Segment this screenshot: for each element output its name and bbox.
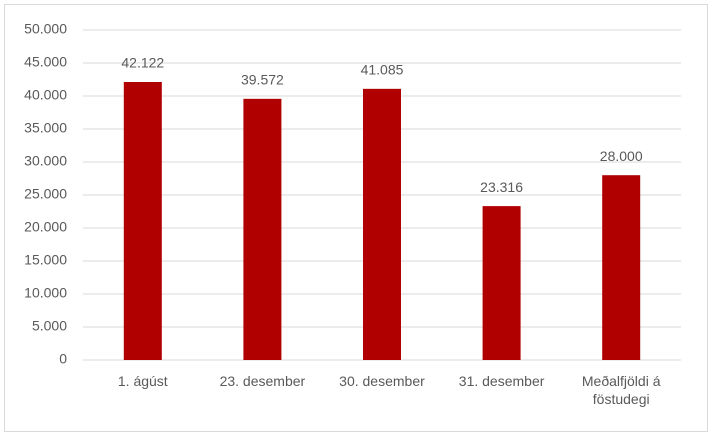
x-tick-label: 31. desember (458, 373, 545, 389)
y-tick-label: 0 (59, 351, 67, 367)
y-tick-label: 15.000 (24, 252, 67, 268)
y-tick-label: 10.000 (24, 285, 67, 301)
x-tick-label: 1. ágúst (117, 373, 168, 389)
x-tick-label-box: 30. desember (339, 373, 425, 389)
bar (482, 206, 521, 360)
x-tick-label: Meðalfjöldi á föstudegi (581, 373, 661, 407)
y-tick-label: 5.000 (32, 318, 67, 334)
bar (602, 175, 641, 360)
value-label: 23.316 (480, 179, 523, 195)
bar (363, 88, 401, 361)
bar (123, 81, 162, 360)
y-tick-label: 50.000 (24, 21, 67, 37)
y-tick-label: 30.000 (24, 153, 67, 169)
value-label: 39.572 (241, 72, 284, 88)
y-tick-label: 25.000 (24, 186, 67, 202)
x-tick-label-box: Meðalfjöldi á föstudegi (581, 373, 661, 407)
x-tick-label: 30. desember (339, 373, 425, 389)
value-label: 42.122 (121, 55, 164, 71)
y-tick-label: 40.000 (24, 87, 67, 103)
value-label: 28.000 (600, 148, 643, 164)
bar (243, 98, 282, 360)
y-tick-label: 45.000 (24, 54, 67, 70)
x-tick-label: 23. desember (219, 373, 306, 389)
x-tick-label-box: 23. desember (219, 373, 306, 389)
chart-border (4, 4, 708, 432)
y-tick-label: 20.000 (24, 219, 67, 235)
y-tick-label: 35.000 (24, 120, 67, 136)
x-tick-label-box: 31. desember (458, 373, 545, 389)
x-tick-label-box: 1. ágúst (117, 373, 168, 389)
value-label: 41.085 (361, 62, 404, 78)
